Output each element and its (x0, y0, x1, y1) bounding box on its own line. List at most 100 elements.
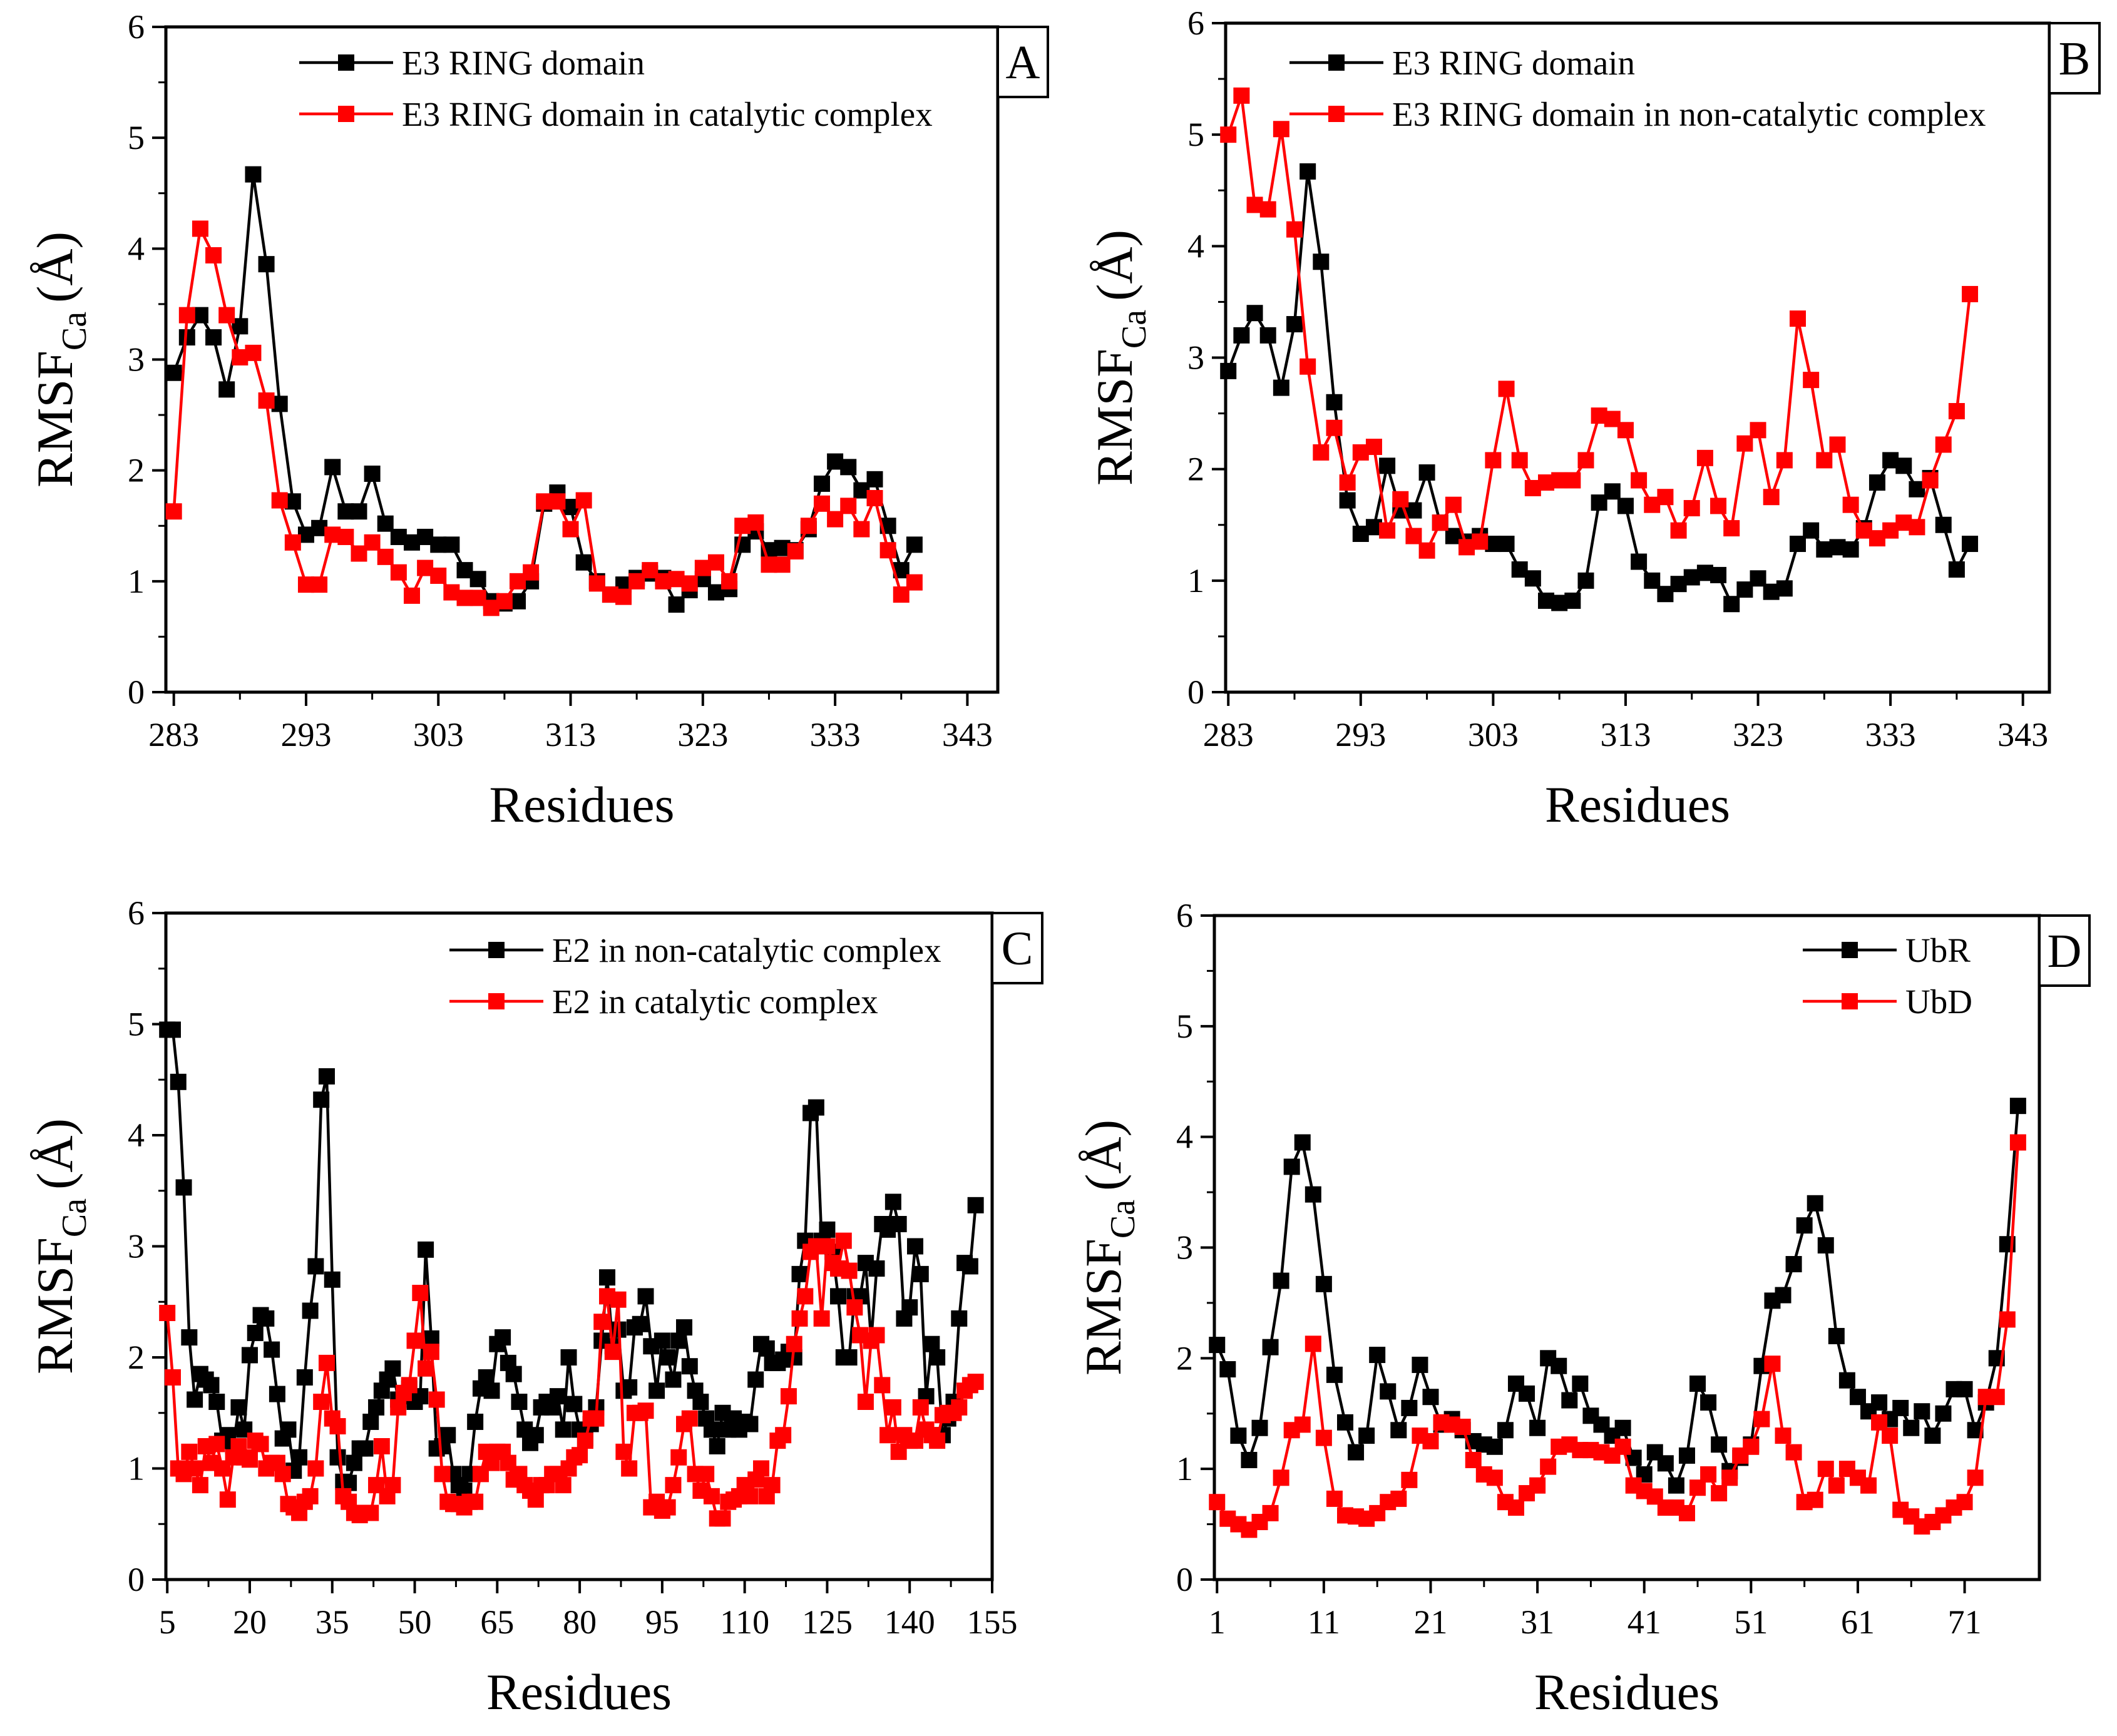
data-point (874, 1377, 891, 1394)
data-point (164, 1021, 181, 1038)
data-point (1259, 327, 1276, 344)
data-point (324, 459, 341, 476)
y-tick-label: 2 (1176, 1339, 1193, 1377)
data-point (1807, 1491, 1823, 1508)
data-point (187, 1391, 203, 1408)
y-tick-label: 1 (1176, 1450, 1193, 1488)
data-point (747, 514, 764, 531)
data-point (307, 1258, 324, 1275)
legend-label: E2 in catalytic complex (552, 983, 878, 1021)
y-tick-label: 0 (1187, 673, 1204, 711)
y-tick-label: 0 (128, 673, 145, 711)
data-point (637, 1402, 654, 1419)
data-point (302, 1302, 319, 1319)
data-point (807, 1099, 824, 1116)
data-point (170, 1073, 187, 1090)
data-point (296, 1369, 313, 1386)
data-point (1507, 1499, 1524, 1516)
data-point (1486, 1438, 1503, 1455)
data-point (1678, 1447, 1695, 1464)
data-point (1785, 1444, 1802, 1461)
data-point (879, 542, 896, 559)
data-point (1511, 452, 1528, 469)
data-point (418, 1241, 434, 1258)
data-point (1262, 1339, 1279, 1356)
data-point (219, 1491, 236, 1508)
data-point (373, 1438, 390, 1454)
panel-label: C (1002, 922, 1033, 975)
x-tick-label: 31 (1520, 1603, 1554, 1641)
data-point (406, 1332, 423, 1349)
data-point (205, 247, 222, 263)
x-tick-label: 303 (1468, 716, 1519, 753)
data-point (1657, 489, 1674, 506)
x-tick-label: 303 (413, 716, 464, 753)
data-point (203, 1377, 220, 1394)
data-point (813, 1310, 830, 1327)
data-point (1617, 498, 1634, 514)
data-point (575, 554, 592, 571)
data-point (681, 575, 698, 592)
data-point (291, 1449, 308, 1466)
series-0 (165, 166, 923, 613)
data-point (1924, 1427, 1941, 1444)
data-point (527, 1491, 544, 1508)
data-point (1339, 474, 1356, 491)
data-point (523, 564, 540, 581)
y-axis-title-main: RMSF (26, 350, 83, 488)
x-axis-title: Residues (1545, 776, 1730, 833)
data-point (165, 364, 182, 381)
data-point (1339, 492, 1356, 509)
data-point (791, 1265, 808, 1282)
data-point (753, 1460, 770, 1477)
data-point (742, 1488, 759, 1504)
data-point (1962, 285, 1979, 302)
x-tick-label: 51 (1734, 1603, 1768, 1641)
data-point (549, 1388, 566, 1405)
data-point (1259, 201, 1276, 218)
x-tick-label: 20 (233, 1603, 267, 1641)
data-point (1882, 1427, 1899, 1444)
data-point (430, 567, 447, 584)
data-point (1657, 1455, 1674, 1472)
data-point (1683, 500, 1700, 517)
data-point (164, 1369, 181, 1386)
x-tick-label: 155 (967, 1603, 1018, 1641)
data-point (1892, 1399, 1909, 1416)
data-point (1380, 1383, 1397, 1400)
y-tick-label: 1 (128, 1450, 145, 1488)
data-point (879, 1427, 896, 1444)
data-point (676, 1319, 693, 1336)
data-point (1358, 1427, 1375, 1444)
data-point (1903, 1419, 1920, 1436)
data-point (403, 587, 420, 604)
y-axis-title-unit: (Å) (1075, 1120, 1132, 1191)
data-point (159, 1305, 176, 1321)
data-point (1273, 1272, 1289, 1289)
x-tick-label: 140 (884, 1603, 935, 1641)
x-tick-label: 343 (1997, 716, 2048, 753)
data-point (1670, 522, 1687, 539)
data-point (703, 1488, 720, 1504)
data-point (901, 1299, 918, 1316)
data-point (1326, 1366, 1343, 1383)
x-axis-title: Residues (1534, 1663, 1720, 1720)
data-point (1209, 1494, 1226, 1511)
series-line (167, 1028, 977, 1493)
data-point (362, 1413, 379, 1430)
data-point (434, 1466, 451, 1483)
y-axis-title-main: RMSF (1075, 1238, 1132, 1376)
x-tick-label: 50 (398, 1603, 432, 1641)
y-axis-title-unit: (Å) (26, 232, 83, 303)
series-0 (159, 1021, 984, 1499)
data-point (621, 1460, 638, 1477)
data-point (364, 534, 381, 551)
data-point (181, 1443, 198, 1460)
data-point (357, 1440, 374, 1457)
data-point (1604, 483, 1621, 500)
data-point (791, 1310, 808, 1327)
data-point (813, 495, 830, 512)
panel-label-box (2048, 22, 2101, 94)
series-1 (159, 1232, 984, 1527)
